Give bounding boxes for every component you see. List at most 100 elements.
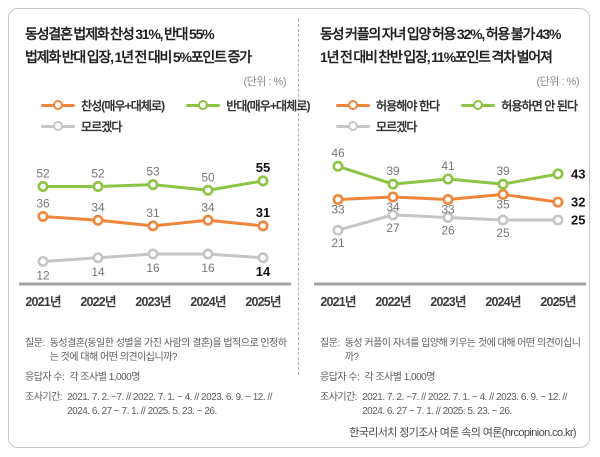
period-text: 2021. 7. 2. ~7. // 2022. 7. 1. ~ 4. // 2… xyxy=(67,392,272,417)
panel-title: 동성 커플의 자녀 입양 허용 32%, 허용 불가 43% 1년 전 대비 찬… xyxy=(320,23,585,69)
svg-text:21: 21 xyxy=(331,236,345,250)
question-label: 질문: xyxy=(320,338,340,349)
svg-text:2024년: 2024년 xyxy=(190,295,226,309)
period-row: 조사기간: 2021. 7. 2. ~7. // 2022. 7. 1. ~ 4… xyxy=(320,391,585,419)
legend-item-agree: 찬성(매우+대체로) xyxy=(41,97,165,114)
title-line-1: 동성결혼 법제화 찬성 31%, 반대 55% xyxy=(25,26,215,42)
chart-legend: 허용해야 한다 허용하면 안 된다 xyxy=(320,97,585,135)
legend-item-disallow: 허용하면 안 된다 xyxy=(461,97,578,114)
question-text: 동성 커플이 자녀를 입양해 키우는 것에 대해 어떤 의견이십니까? xyxy=(344,338,581,363)
respondents-row: 응답자 수: 각 조사별 1,000명 xyxy=(320,371,585,385)
period-label: 조사기간: xyxy=(25,392,63,403)
line-marker-icon xyxy=(41,121,75,132)
line-marker-icon xyxy=(461,100,496,111)
svg-text:32: 32 xyxy=(571,195,585,210)
line-marker-icon xyxy=(336,100,370,111)
legend-row: 모르겠다 xyxy=(41,118,292,135)
question-text: 동성결혼(동일한 성별을 가진 사람의 결혼)을 법적으로 인정하는 것에 대해… xyxy=(49,338,287,363)
svg-text:52: 52 xyxy=(36,167,50,181)
svg-text:34: 34 xyxy=(201,200,215,214)
period-text: 2021. 7. 2. ~7. // 2022. 7. 1. ~ 4. // 2… xyxy=(362,392,567,417)
report-card: 동성결혼 법제화 찬성 31%, 반대 55% 법제화 반대 입장, 1년 전 … xyxy=(8,8,590,448)
respondents-row: 응답자 수: 각 조사별 1,000명 xyxy=(25,371,292,385)
respondents-text: 각 조사별 1,000명 xyxy=(364,372,435,383)
svg-text:50: 50 xyxy=(201,170,215,184)
unit-label: (단위 : %) xyxy=(536,76,579,88)
legend-label: 모르겠다 xyxy=(376,120,417,134)
panel-same-sex-marriage: 동성결혼 법제화 찬성 31%, 반대 55% 법제화 반대 입장, 1년 전 … xyxy=(9,9,310,447)
svg-text:39: 39 xyxy=(386,164,400,178)
legend-label: 찬성(매우+대체로) xyxy=(81,99,165,113)
respondents-label: 응답자 수: xyxy=(320,372,360,383)
respondents-text: 각 조사별 1,000명 xyxy=(69,372,140,383)
panel-title: 동성결혼 법제화 찬성 31%, 반대 55% 법제화 반대 입장, 1년 전 … xyxy=(25,23,292,69)
legend-row: 찬성(매우+대체로) 반대(매우+대체로) xyxy=(41,97,310,114)
period-row: 조사기간: 2021. 7. 2. ~7. // 2022. 7. 1. ~ 4… xyxy=(25,391,292,419)
legend-item-dont-know: 모르겠다 xyxy=(336,118,417,135)
line-marker-icon xyxy=(186,100,221,111)
legend-label: 허용해야 한다 xyxy=(376,99,440,113)
legend-label: 허용하면 안 된다 xyxy=(501,99,578,113)
footnotes: 질문: 동성결혼(동일한 성별을 가진 사람의 결혼)을 법적으로 인정하는 것… xyxy=(25,337,292,419)
legend-row: 허용해야 한다 허용하면 안 된다 xyxy=(336,97,585,114)
panel-adoption: 동성 커플의 자녀 입양 허용 32%, 허용 불가 43% 1년 전 대비 찬… xyxy=(299,9,589,447)
svg-text:2022년: 2022년 xyxy=(375,295,411,309)
line-marker-icon xyxy=(336,121,370,132)
panel-divider xyxy=(298,19,299,375)
svg-text:16: 16 xyxy=(201,261,215,275)
title-line-1: 동성 커플의 자녀 입양 허용 32%, 허용 불가 43% xyxy=(320,26,561,42)
title-line-2: 법제화 반대 입장, 1년 전 대비 5%포인트 증가 xyxy=(25,49,252,65)
svg-text:52: 52 xyxy=(91,167,105,181)
svg-text:14: 14 xyxy=(91,265,105,279)
svg-text:43: 43 xyxy=(571,166,585,181)
source-credit: 한국리서치 정기조사 여론 속의 여론(hrcopinion.co.kr) xyxy=(349,427,576,439)
svg-text:26: 26 xyxy=(441,223,455,237)
svg-text:2024년: 2024년 xyxy=(485,295,521,309)
legend-item-dont-know: 모르겠다 xyxy=(41,118,122,135)
question-label: 질문: xyxy=(25,338,45,349)
line-marker-icon xyxy=(41,100,75,111)
chart-legend: 찬성(매우+대체로) 반대(매우+대체로) xyxy=(25,97,310,135)
svg-text:16: 16 xyxy=(146,261,160,275)
svg-text:34: 34 xyxy=(386,200,400,214)
legend-item-oppose: 반대(매우+대체로) xyxy=(186,97,310,114)
line-chart-adoption: 2021년 2022년 2023년 2024년 2025년 33 34 33 35 32 46 39 4… xyxy=(314,146,586,309)
svg-text:2023년: 2023년 xyxy=(135,295,171,309)
footnotes: 질문: 동성 커플이 자녀를 입양해 키우는 것에 대해 어떤 의견이십니까? … xyxy=(320,337,585,419)
svg-text:41: 41 xyxy=(441,159,455,173)
respondents-label: 응답자 수: xyxy=(25,372,65,383)
legend-label: 반대(매우+대체로) xyxy=(226,99,310,113)
line-chart-marriage: 2021년 2022년 2023년 2024년 2025년 36 34 31 34 31 52 52 5… xyxy=(19,160,291,309)
svg-text:31: 31 xyxy=(256,205,270,220)
period-label: 조사기간: xyxy=(320,392,358,403)
svg-text:12: 12 xyxy=(36,269,50,283)
legend-label: 모르겠다 xyxy=(81,120,122,134)
panels-container: 동성결혼 법제화 찬성 31%, 반대 55% 법제화 반대 입장, 1년 전 … xyxy=(9,9,589,447)
svg-text:33: 33 xyxy=(331,203,345,217)
svg-text:27: 27 xyxy=(386,221,400,235)
svg-text:35: 35 xyxy=(496,197,510,211)
question-row: 질문: 동성결혼(동일한 성별을 가진 사람의 결혼)을 법적으로 인정하는 것… xyxy=(25,337,292,365)
svg-text:2021년: 2021년 xyxy=(320,295,356,309)
svg-text:55: 55 xyxy=(256,160,270,175)
svg-text:46: 46 xyxy=(331,146,345,160)
svg-text:36: 36 xyxy=(36,197,50,211)
svg-text:2023년: 2023년 xyxy=(430,295,466,309)
svg-text:2022년: 2022년 xyxy=(80,295,116,309)
legend-row: 모르겠다 xyxy=(336,118,585,135)
svg-text:2025년: 2025년 xyxy=(245,295,281,309)
svg-text:25: 25 xyxy=(571,213,585,228)
svg-text:31: 31 xyxy=(146,206,160,220)
svg-text:25: 25 xyxy=(496,226,510,240)
svg-text:2025년: 2025년 xyxy=(540,295,576,309)
svg-text:39: 39 xyxy=(496,164,510,178)
svg-text:14: 14 xyxy=(256,264,271,279)
unit-label: (단위 : %) xyxy=(243,76,286,88)
svg-text:53: 53 xyxy=(146,165,160,179)
svg-text:33: 33 xyxy=(441,203,455,217)
legend-item-allow: 허용해야 한다 xyxy=(336,97,440,114)
title-line-2: 1년 전 대비 찬반 입장, 11%포인트 격차 벌어져 xyxy=(320,49,553,65)
question-row: 질문: 동성 커플이 자녀를 입양해 키우는 것에 대해 어떤 의견이십니까? xyxy=(320,337,585,365)
svg-text:34: 34 xyxy=(91,200,105,214)
svg-text:2021년: 2021년 xyxy=(25,295,61,309)
